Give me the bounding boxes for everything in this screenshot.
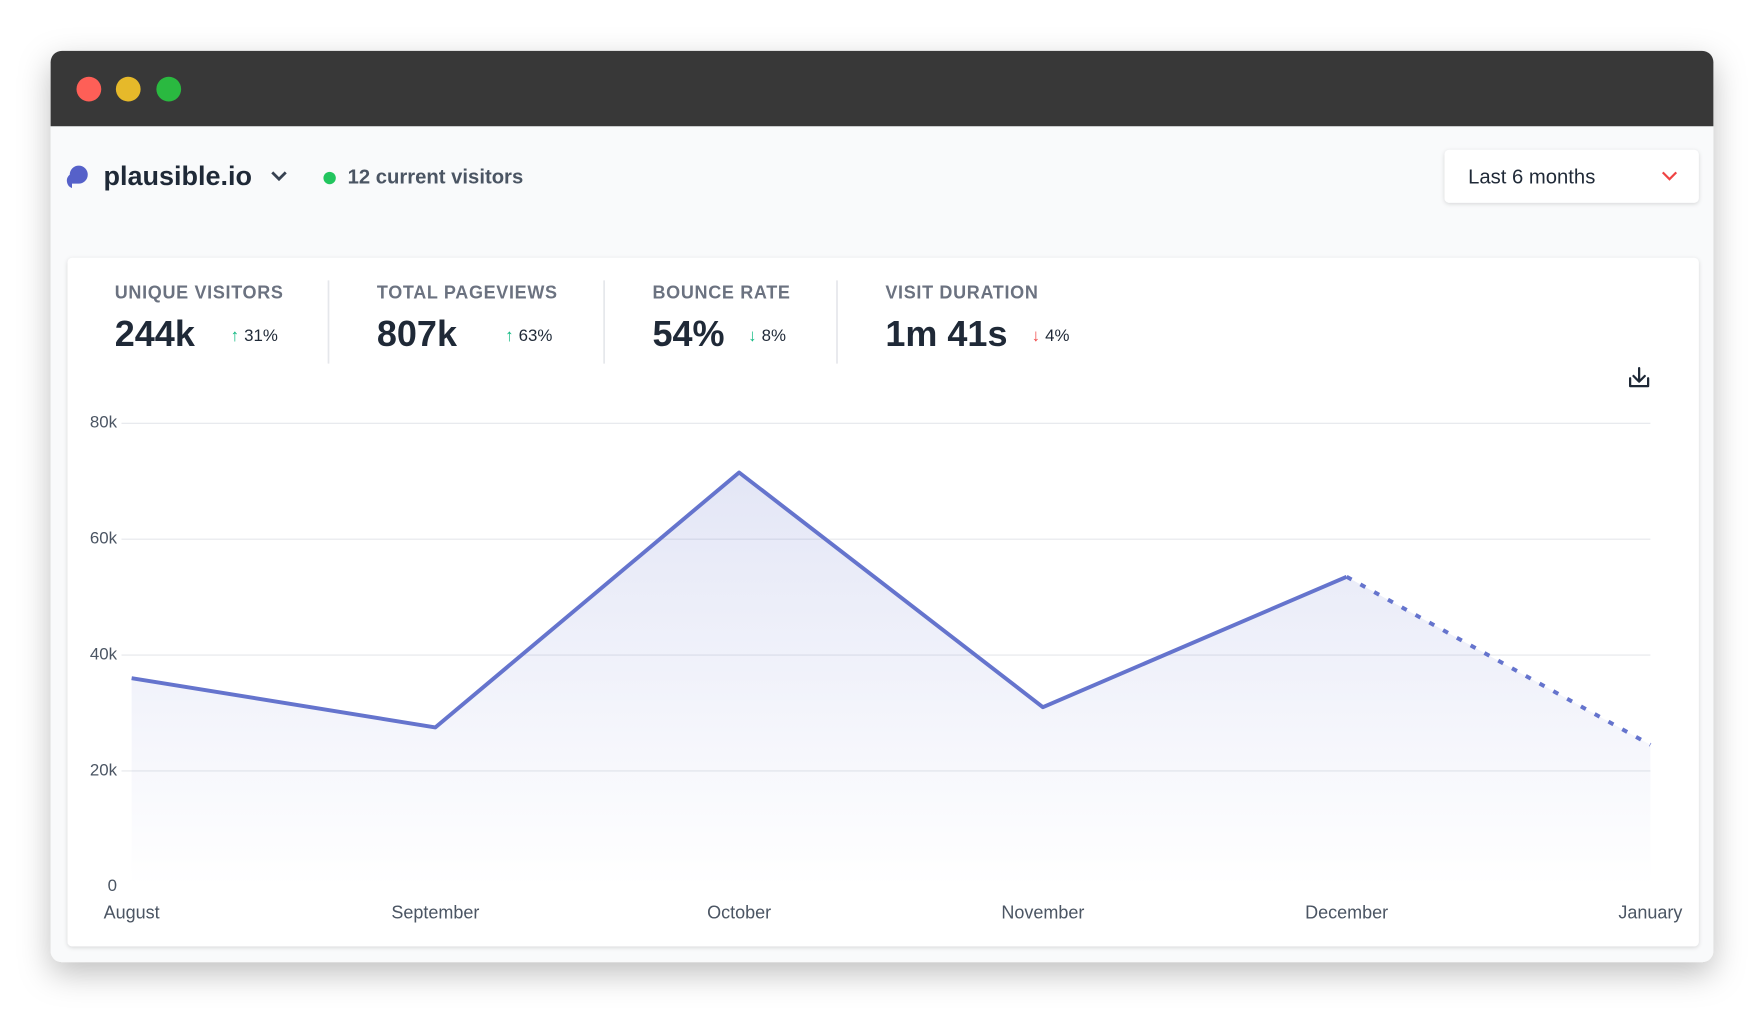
y-tick-label: 0	[108, 876, 117, 895]
site-name[interactable]: plausible.io	[104, 161, 253, 191]
area	[131, 472, 1651, 887]
download-icon[interactable]	[1629, 367, 1650, 388]
current-visitors[interactable]: 12 current visitors	[348, 166, 524, 188]
period-label[interactable]: Last 6 months	[1468, 166, 1595, 188]
site-chevron[interactable]	[271, 171, 287, 182]
x-tick-label: October	[707, 903, 771, 923]
stats-row: UNIQUE VISITORS 244k ↑ 31% TOTAL PAGEVIEWS 80…	[115, 280, 1070, 364]
stat-value: 244k	[115, 313, 196, 354]
stat-arrow: ↑	[231, 326, 239, 345]
stat-change: 63%	[519, 326, 553, 345]
minimize-button[interactable]	[115, 76, 141, 102]
chart: 0 20k 40k 60k 80k August September October Novem…	[90, 413, 1683, 923]
site-header: plausible.io 12 current visitors Last 6 …	[66, 149, 1699, 203]
title-bar	[50, 50, 1714, 127]
stat-change: 8%	[762, 326, 786, 345]
x-tick-label: November	[1001, 903, 1084, 923]
live-dot	[323, 171, 336, 185]
stat-arrow: ↓	[748, 326, 756, 345]
stat-arrow: ↑	[505, 326, 513, 345]
stat-label: VISIT DURATION	[885, 283, 1038, 303]
stat-value: 1m 41s	[885, 313, 1007, 354]
y-tick-label: 80k	[90, 413, 118, 432]
stat-arrow: ↓	[1032, 326, 1040, 345]
stat-change: 4%	[1045, 326, 1069, 345]
logo	[66, 165, 88, 189]
download-glyph[interactable]	[1629, 367, 1650, 388]
x-tick-label: January	[1618, 903, 1682, 923]
stat-label: BOUNCE RATE	[653, 283, 791, 303]
stat-change: 31%	[244, 326, 278, 345]
period-picker[interactable]	[1444, 149, 1699, 203]
stat-label: UNIQUE VISITORS	[115, 283, 284, 303]
stat-value: 54%	[653, 313, 725, 354]
stat-label: TOTAL PAGEVIEWS	[377, 283, 558, 303]
x-tick-label: September	[391, 903, 479, 923]
x-tick-label: August	[104, 903, 160, 923]
y-tick-label: 40k	[90, 644, 118, 663]
y-tick-label: 20k	[90, 760, 118, 779]
stat-value: 807k	[377, 313, 458, 354]
period-chevron[interactable]	[1661, 171, 1678, 181]
maximize-button[interactable]	[156, 76, 182, 102]
y-tick-label: 60k	[90, 529, 118, 548]
x-tick-label: December	[1305, 903, 1388, 923]
line-incomplete	[1345, 575, 1652, 747]
line	[131, 470, 1348, 730]
close-button[interactable]	[76, 76, 102, 102]
